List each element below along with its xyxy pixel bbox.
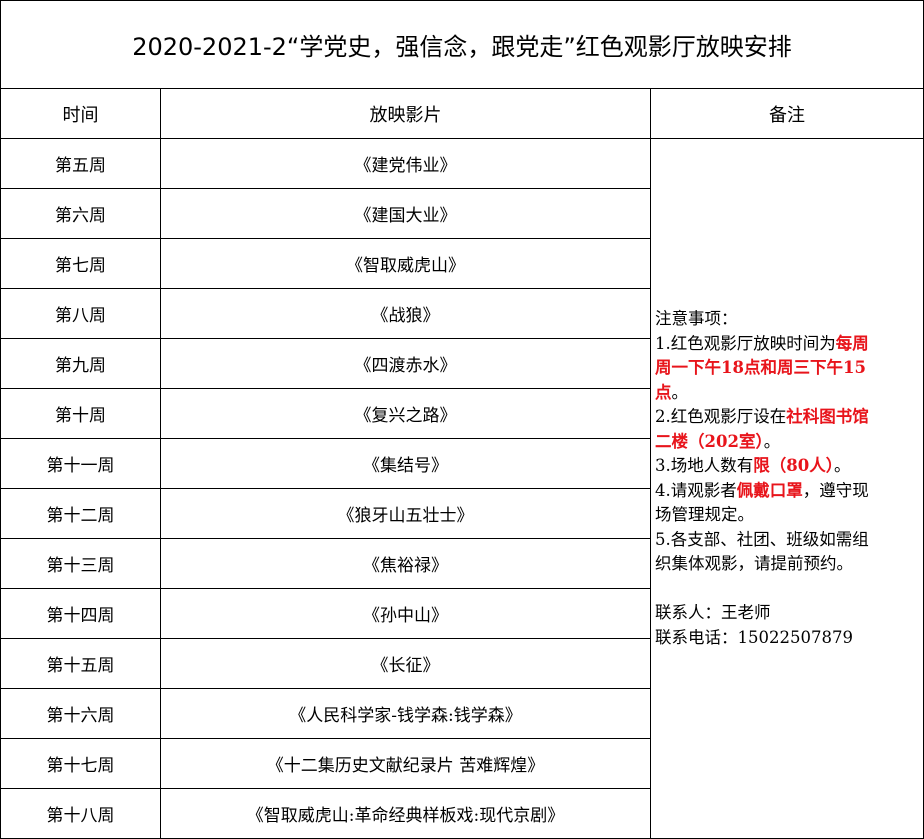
table-row: 第七周 《智取威虎山》 [0,238,924,289]
notes-line: 5.各支部、社团、班级如需组 [655,528,923,553]
notes-text: 5.各支部、社团、班级如需组 [655,529,869,549]
table-row: 第九周 《四渡赤水》 [0,338,924,389]
week-cell: 第六周 [0,188,161,239]
notes-line: 联系电话：15022507879 [655,626,923,651]
notes-line: 点。 [655,381,923,406]
notes-highlight: 佩戴口罩 [736,480,803,500]
week-cell: 第八周 [0,288,161,339]
film-cell: 《智取威虎山》 [160,238,651,289]
film-cell: 《长征》 [160,638,651,689]
film-cell: 《狼牙山五壮士》 [160,488,651,539]
week-cell: 第十七周 [0,738,161,789]
week-cell: 第十五周 [0,638,161,689]
notes-line: 周一下午18点和周三下午15 [655,356,923,381]
notes-text: ，遵守现 [802,480,869,500]
film-cell: 《复兴之路》 [160,388,651,439]
film-cell: 《四渡赤水》 [160,338,651,389]
notes-text: 。 [763,431,781,451]
header-time: 时间 [0,88,161,139]
film-cell: 《十二集历史文献纪录片 苦难辉煌》 [160,738,651,789]
notes-text: 联系电话：15022507879 [655,627,853,647]
notes-line: 1.红色观影厅放映时间为每周 [655,332,923,357]
notes-text: 织集体观影，请提前预约。 [655,554,853,573]
film-cell: 《人民科学家-钱学森:钱学森》 [160,688,651,739]
header-film: 放映影片 [160,88,651,139]
notes-line: 联系人：王老师 [655,601,923,626]
notes-highlight: 二楼（202室） [655,431,764,451]
week-cell: 第十六周 [0,688,161,739]
notes-line: 3.场地人数有限（80人）。 [655,454,923,479]
week-cell: 第十一周 [0,438,161,489]
week-cell: 第十三周 [0,538,161,589]
header-notes: 备注 [649,88,924,139]
notes-line: 织集体观影，请提前预约。 [655,552,923,577]
notes-text: 2.红色观影厅设在 [655,407,787,426]
week-cell: 第十周 [0,388,161,439]
notes-highlight: 限（80人） [753,456,834,475]
notes-cell: 注意事项： 1.红色观影厅放映时间为每周 周一下午18点和周三下午15 点。 2.红色观… [649,138,924,839]
notes-text: 。 [833,456,851,475]
table-row: 第五周 《建党伟业》 注意事项： 1.红色观影厅放映时间为每周 周一下午18点和周三下午… [0,138,924,839]
table-row: 第十七周 《十二集历史文献纪录片 苦难辉煌》 [0,738,924,789]
table-row: 第十二周 《狼牙山五壮士》 [0,488,924,539]
notes-line: 注意事项： [655,307,923,332]
notes-text: 注意事项： [655,309,738,328]
notes-line: 二楼（202室）。 [655,430,923,455]
week-cell: 第七周 [0,238,161,289]
notes-highlight: 每周 [835,333,869,353]
week-cell: 第九周 [0,338,161,389]
week-cell: 第十二周 [0,488,161,539]
notes-text: 3.场地人数有 [655,456,754,475]
notes-line [655,577,923,602]
week-cell: 第十四周 [0,588,161,639]
notes-highlight: 周一下午18点和周三下午15 [655,358,866,377]
notes-line: 场管理规定。 [655,503,923,528]
notes-text: 场管理规定。 [655,505,754,524]
film-cell: 《战狼》 [160,288,651,339]
film-cell: 《智取威虎山:革命经典样板戏:现代京剧》 [160,788,651,839]
notes-text: 联系人：王老师 [655,603,771,622]
notes-text: 4.请观影者 [655,480,737,500]
table-row: 第十六周 《人民科学家-钱学森:钱学森》 [0,688,924,739]
film-cell: 《建国大业》 [160,188,651,239]
film-cell: 《孙中山》 [160,588,651,639]
table-title: 2020-2021-2“学党史，强信念，跟党走”红色观影厅放映安排 [0,0,924,89]
table-row: 第八周 《战狼》 [0,288,924,339]
notes-highlight: 社科图书馆 [786,407,869,426]
week-cell: 第五周 [0,138,161,189]
table-row: 第十八周 《智取威虎山:革命经典样板戏:现代京剧》 [0,788,924,839]
table-row: 第十三周 《焦裕禄》 [0,538,924,589]
film-cell: 《集结号》 [160,438,651,489]
table-row: 第六周 《建国大业》 [0,188,924,239]
notes-line: 2.红色观影厅设在社科图书馆 [655,405,923,430]
notes-highlight: 点 [655,382,672,402]
table-row: 第十五周 《长征》 [0,638,924,689]
table-row: 第十一周 《集结号》 [0,438,924,489]
notes-line: 4.请观影者佩戴口罩，遵守现 [655,479,923,504]
notes-text: 。 [671,382,689,402]
week-cell: 第十八周 [0,788,161,839]
film-cell: 《焦裕禄》 [160,538,651,589]
table-row: 第十周 《复兴之路》 [0,388,924,439]
notes-text: 1.红色观影厅放映时间为 [655,333,836,353]
film-cell: 《建党伟业》 [160,138,651,189]
